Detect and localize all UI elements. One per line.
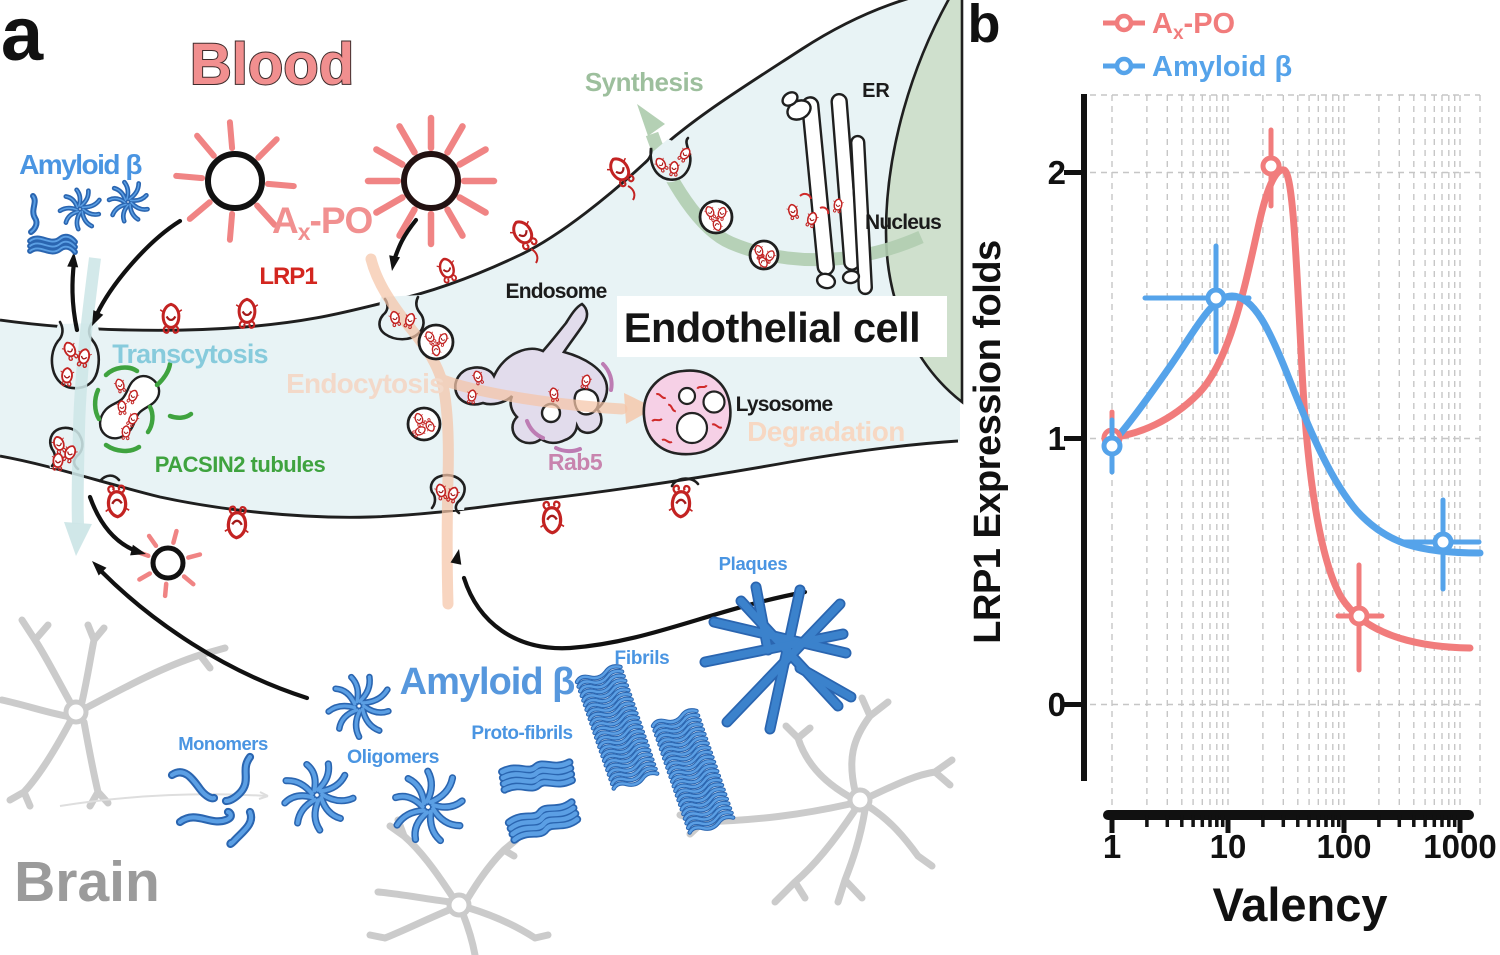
svg-text:b: b: [968, 0, 1001, 54]
svg-text:Synthesis: Synthesis: [585, 67, 703, 97]
svg-text:PACSIN2 tubules: PACSIN2 tubules: [155, 452, 326, 477]
svg-text:Amyloid β: Amyloid β: [19, 149, 142, 180]
svg-text:LRP1: LRP1: [259, 263, 317, 290]
svg-text:Ax-PO: Ax-PO: [272, 200, 373, 245]
svg-text:1: 1: [1103, 828, 1121, 865]
svg-text:Nucleus: Nucleus: [865, 211, 941, 234]
svg-text:Ax-PO: Ax-PO: [1152, 8, 1235, 44]
svg-text:1000: 1000: [1423, 828, 1496, 865]
svg-text:100: 100: [1316, 828, 1371, 865]
svg-text:Valency: Valency: [1212, 878, 1387, 931]
svg-text:ER: ER: [862, 80, 890, 102]
svg-text:0: 0: [1048, 686, 1066, 723]
svg-text:10: 10: [1210, 828, 1247, 865]
svg-text:Plaques: Plaques: [719, 553, 788, 574]
svg-text:Monomers: Monomers: [178, 733, 268, 754]
svg-text:Proto-fibrils: Proto-fibrils: [471, 723, 572, 744]
svg-text:Blood: Blood: [190, 32, 354, 97]
svg-text:Amyloid β: Amyloid β: [400, 661, 575, 703]
svg-text:LRP1 Expression folds: LRP1 Expression folds: [967, 240, 1009, 643]
svg-text:1: 1: [1048, 420, 1066, 457]
svg-text:Fibrils: Fibrils: [615, 648, 670, 669]
svg-text:Rab5: Rab5: [548, 449, 603, 475]
svg-text:Endocytosis: Endocytosis: [286, 368, 444, 399]
svg-text:Amyloid β: Amyloid β: [1152, 51, 1292, 83]
svg-text:Endosome: Endosome: [506, 280, 607, 303]
svg-text:2: 2: [1048, 154, 1066, 191]
svg-text:Transcytosis: Transcytosis: [112, 339, 268, 369]
svg-text:Lysosome: Lysosome: [736, 393, 833, 416]
svg-text:Oligomers: Oligomers: [347, 746, 440, 768]
svg-text:Degradation: Degradation: [747, 416, 905, 447]
svg-text:Brain: Brain: [14, 850, 160, 914]
svg-text:Endothelial cell: Endothelial cell: [624, 304, 920, 351]
svg-text:a: a: [1, 0, 44, 77]
